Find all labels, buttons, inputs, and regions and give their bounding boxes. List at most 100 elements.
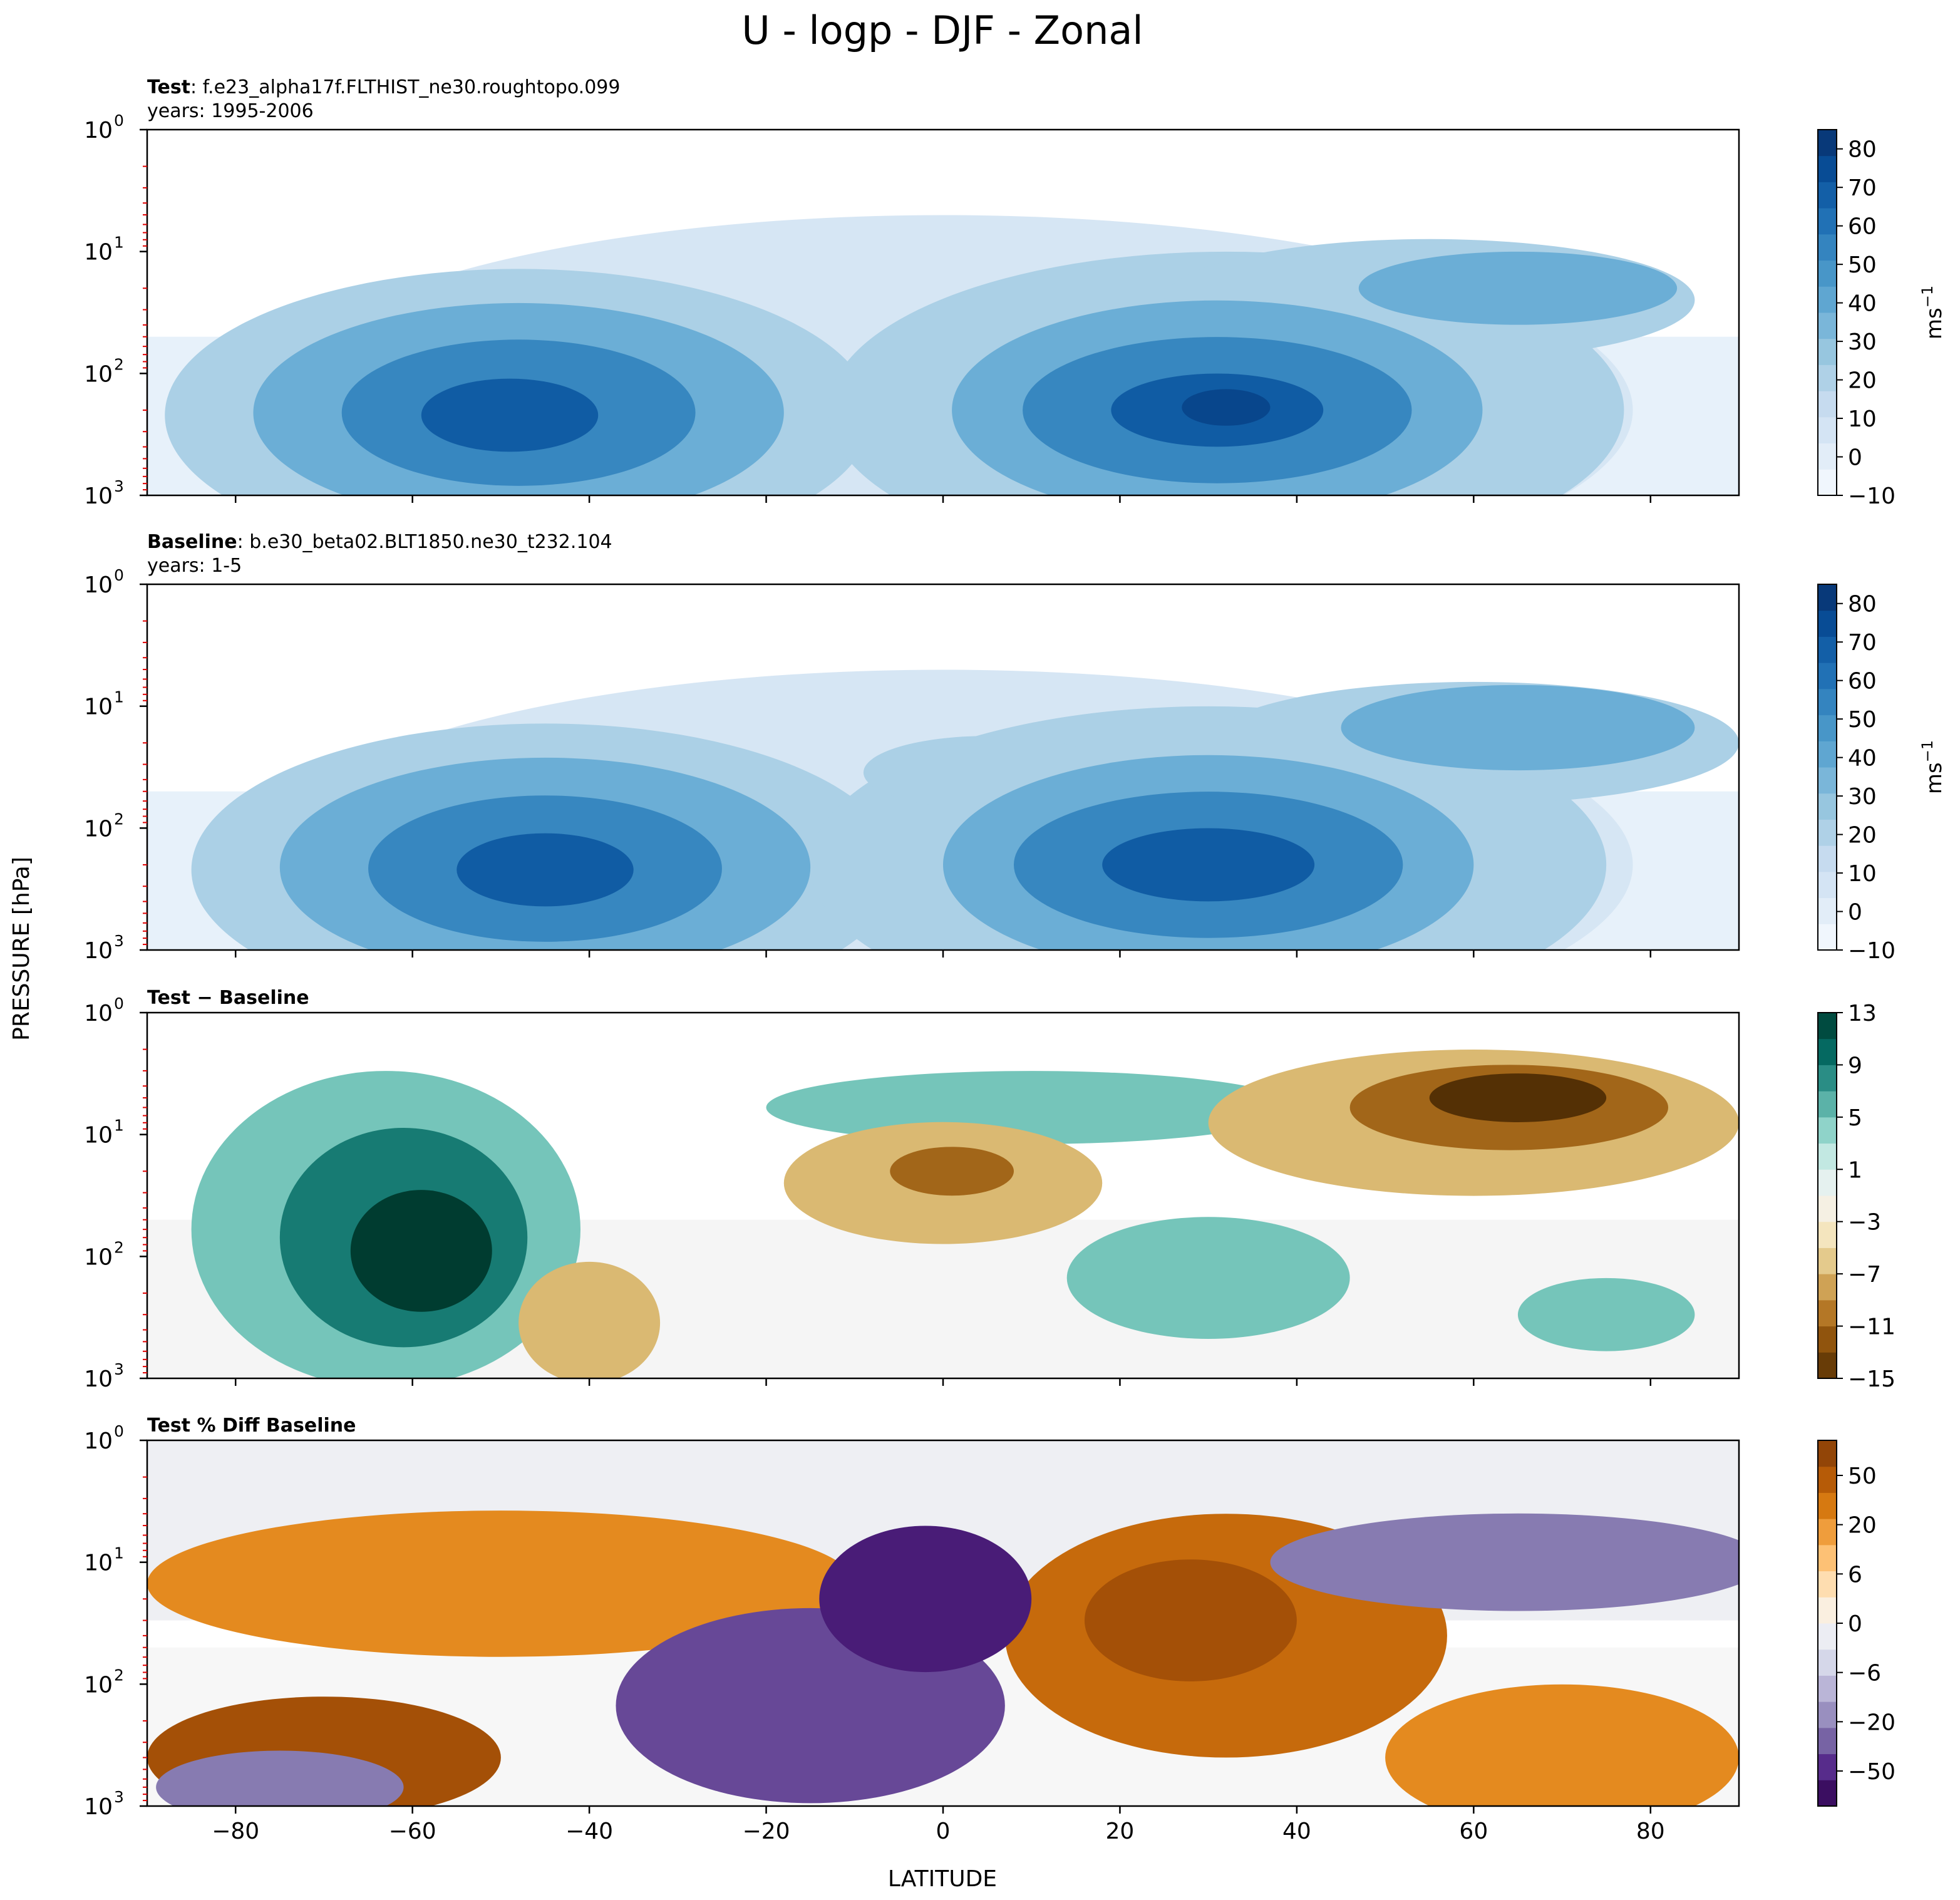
panel-subtitle: years: 1-5 xyxy=(147,555,242,577)
colorbar-tick-label: 10 xyxy=(1848,406,1877,432)
colorbar-band xyxy=(1818,1299,1837,1327)
colorbar-band xyxy=(1818,1013,1837,1040)
colorbar-band xyxy=(1818,845,1837,872)
colorbar-tick-label: 0 xyxy=(1848,900,1862,926)
y-tick-exponent: 2 xyxy=(114,1666,124,1684)
y-tick-exponent: 0 xyxy=(114,1422,124,1440)
y-tick-exponent: 1 xyxy=(114,1544,124,1562)
colorbar-frame xyxy=(1817,584,1837,951)
colorbar-tick-label: 80 xyxy=(1848,592,1877,617)
colorbar-band xyxy=(1818,1221,1837,1248)
contour-region xyxy=(456,833,634,907)
y-tick-label: 10 xyxy=(84,240,113,266)
x-tick-label: −20 xyxy=(743,1819,790,1844)
colorbar-tick-label: 70 xyxy=(1848,630,1877,656)
figure-title: U - logp - DJF - Zonal xyxy=(741,8,1143,53)
colorbar-band xyxy=(1818,871,1837,899)
colorbar-band xyxy=(1818,1675,1837,1702)
x-tick-label: −60 xyxy=(389,1819,436,1844)
colorbar-tick-label: −6 xyxy=(1848,1661,1881,1686)
colorbar-frame xyxy=(1817,1012,1837,1379)
colorbar-tick-label: 0 xyxy=(1848,445,1862,471)
y-tick-label: 10 xyxy=(84,694,113,720)
x-tick-label: −40 xyxy=(565,1819,613,1844)
colorbar-band xyxy=(1818,1466,1837,1493)
contour-region xyxy=(1429,1073,1607,1122)
colorbar-tick-label: 30 xyxy=(1848,329,1877,355)
y-tick-exponent: 3 xyxy=(114,932,124,950)
colorbar-band xyxy=(1818,715,1837,741)
colorbar-tick-label: 70 xyxy=(1848,175,1877,201)
colorbar-band xyxy=(1818,416,1837,444)
x-tick-label: −80 xyxy=(212,1819,259,1844)
panel-subtitle: years: 1995-2006 xyxy=(147,100,314,122)
y-tick-label: 10 xyxy=(84,572,113,598)
panel-title: Test % Diff Baseline xyxy=(147,1415,356,1437)
colorbar-band xyxy=(1818,741,1837,768)
colorbar-band xyxy=(1818,610,1837,637)
colorbar-band xyxy=(1818,1519,1837,1546)
colorbar-band xyxy=(1818,1780,1837,1807)
contour-region xyxy=(1182,389,1271,426)
y-tick-exponent: 1 xyxy=(114,1117,124,1135)
colorbar-tick-label: 50 xyxy=(1848,1464,1877,1489)
y-tick-label: 10 xyxy=(84,361,113,387)
contour-region xyxy=(1517,1278,1695,1351)
colorbar-tick-label: 40 xyxy=(1848,746,1877,772)
colorbar-band xyxy=(1818,1143,1837,1170)
colorbar-tick-label: 10 xyxy=(1848,861,1877,887)
x-axis-label: LATITUDE xyxy=(888,1866,997,1892)
y-tick-label: 10 xyxy=(84,1001,113,1026)
colorbar-tick-label: 20 xyxy=(1848,823,1877,849)
colorbar-band xyxy=(1818,1117,1837,1144)
colorbar-band xyxy=(1818,1571,1837,1598)
colorbar-band xyxy=(1818,767,1837,794)
colorbar-band xyxy=(1818,1352,1837,1379)
colorbar-band xyxy=(1818,338,1837,365)
colorbar-tick-label: 40 xyxy=(1848,291,1877,317)
y-tick-exponent: 0 xyxy=(114,111,124,130)
colorbar-band xyxy=(1818,234,1837,261)
panel-title: Baseline: b.e30_beta02.BLT1850.ne30_t232… xyxy=(147,531,612,553)
contour-region xyxy=(350,1190,492,1312)
y-tick-label: 10 xyxy=(84,1551,113,1576)
x-tick-label: 60 xyxy=(1459,1819,1488,1844)
colorbar: 13 9 5 1 −3 −7 −11 −15 xyxy=(1817,1001,1896,1392)
x-tick-label: 20 xyxy=(1106,1819,1135,1844)
colorbar-band xyxy=(1818,443,1837,470)
colorbar-tick-label: 60 xyxy=(1848,214,1877,240)
contour-region xyxy=(1385,1684,1739,1806)
colorbar-band xyxy=(1818,286,1837,313)
colorbar-band xyxy=(1818,819,1837,846)
x-tick-label: 80 xyxy=(1636,1819,1665,1844)
colorbar-tick-label: 13 xyxy=(1848,1001,1877,1026)
panel-title-rest: : b.e30_beta02.BLT1850.ne30_t232.104 xyxy=(237,531,612,553)
y-tick-exponent: 2 xyxy=(114,355,124,373)
y-tick-label: 10 xyxy=(84,1366,113,1392)
colorbar-band xyxy=(1818,1091,1837,1118)
colorbar-label: ms−1 xyxy=(1919,286,1947,339)
colorbar-frame xyxy=(1817,129,1837,496)
colorbar-band xyxy=(1818,924,1837,951)
panel-title-bold: Test % Diff Baseline xyxy=(147,1415,356,1437)
y-tick-label: 10 xyxy=(84,1428,113,1454)
colorbar-band xyxy=(1818,391,1837,418)
colorbar-tick-label: 50 xyxy=(1848,252,1877,278)
colorbar-tick-label: 20 xyxy=(1848,1513,1877,1539)
contour-region xyxy=(1102,828,1315,902)
contour-region xyxy=(518,1261,661,1378)
colorbar: 50 20 6 0 −6 −20 −50 xyxy=(1817,1440,1896,1807)
colorbar: 80 70 60 50 40 30 20 10 0 −10 ms−1 xyxy=(1817,584,1947,964)
colorbar-band xyxy=(1818,1492,1837,1519)
panel-title-rest: : f.e23_alpha17f.FLTHIST_ne30.roughtopo.… xyxy=(190,76,620,98)
y-tick-exponent: 3 xyxy=(114,1788,124,1806)
colorbar-band xyxy=(1818,1274,1837,1301)
colorbar-tick-label: −11 xyxy=(1848,1314,1896,1340)
colorbar-tick-label: −10 xyxy=(1848,483,1896,509)
plot-area xyxy=(147,1050,1739,1378)
colorbar-band xyxy=(1818,260,1837,287)
